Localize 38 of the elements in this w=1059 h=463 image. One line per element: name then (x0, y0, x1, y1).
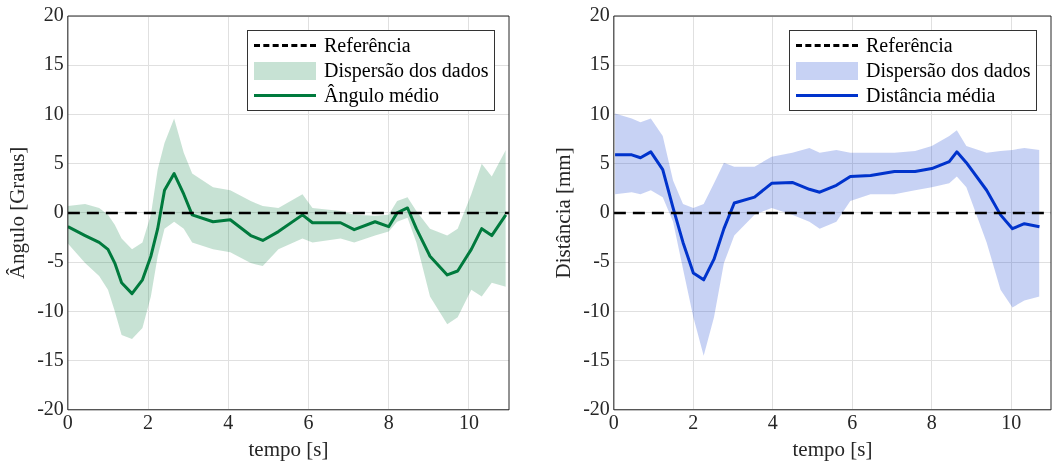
x-axis-title: tempo [s] (792, 436, 873, 461)
y-tick-label: -5 (593, 249, 610, 272)
x-tick-label: 2 (688, 411, 699, 434)
x-tick-label: 2 (143, 411, 154, 434)
y-tick-label: -5 (47, 249, 64, 272)
x-tick-label: 4 (767, 411, 778, 434)
annotation: Dispersão dos dados (866, 58, 1031, 83)
annotation: Dispersão dos dados (324, 58, 489, 83)
y-tick-label: 20 (43, 3, 64, 26)
x-tick-label: 8 (383, 411, 394, 434)
y-axis-title: Distância [mm] (551, 147, 576, 279)
x-tick-label: 6 (847, 411, 858, 434)
y-axis-title: Ângulo [Graus] (5, 146, 30, 280)
y-tick-label: 15 (589, 52, 610, 75)
y-tick-label: -15 (583, 347, 610, 370)
y-tick-label: 10 (43, 101, 64, 124)
y-tick-label: -10 (37, 298, 64, 321)
y-tick-label: 5 (53, 150, 64, 173)
x-tick-label: 6 (303, 411, 314, 434)
y-tick-label: -20 (583, 397, 610, 420)
y-tick-label: 0 (599, 200, 610, 223)
legend-label: Ângulo médio (324, 83, 439, 108)
x-tick-label: 4 (223, 411, 234, 434)
y-tick-label: 15 (43, 52, 64, 75)
legend-label: Distância média (866, 83, 996, 108)
x-tick-label: 10 (1001, 411, 1022, 434)
y-tick-label: 5 (599, 150, 610, 173)
y-tick-label: -15 (37, 347, 64, 370)
legend-label: Referência (866, 33, 953, 58)
legend-label: Referência (324, 33, 411, 58)
y-tick-label: 0 (53, 200, 64, 223)
y-tick-label: 20 (589, 3, 610, 26)
y-tick-label: -20 (37, 397, 64, 420)
x-tick-label: 8 (926, 411, 937, 434)
y-tick-label: -10 (583, 298, 610, 321)
y-tick-label: 10 (589, 101, 610, 124)
x-axis-title: tempo [s] (248, 436, 329, 461)
x-tick-label: 10 (458, 411, 479, 434)
